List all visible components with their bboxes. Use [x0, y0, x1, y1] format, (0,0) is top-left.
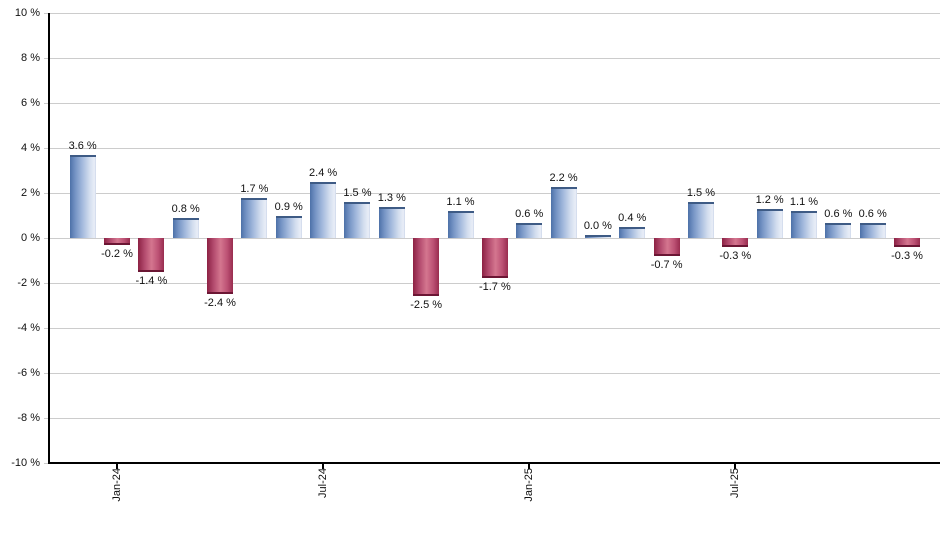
bar-jun-24 — [275, 215, 302, 238]
gridline--6% — [44, 373, 940, 374]
x-axis-tick — [528, 464, 531, 469]
y-axis-label: 6 % — [21, 97, 40, 109]
bar-value-label-oct-25: 0.6 % — [824, 207, 853, 220]
gridline-10% — [44, 13, 940, 14]
gridline-8% — [44, 58, 940, 59]
y-axis-line — [48, 13, 50, 464]
bar-may-24 — [241, 197, 268, 238]
bar-apr-25 — [619, 227, 646, 238]
gridline--4% — [44, 328, 940, 329]
bar-jul-24 — [310, 182, 337, 238]
bar-value-label-nov-25: 0.6 % — [858, 207, 887, 220]
bar-value-label-mar-25: 0.0 % — [583, 220, 612, 232]
gridline--2% — [44, 283, 940, 284]
x-axis-label: Jul-25 — [729, 468, 742, 498]
gridline-6% — [44, 103, 940, 104]
bar-oct-25 — [825, 222, 852, 238]
x-axis-tick — [734, 464, 737, 469]
bar-value-label-jan-25: 0.6 % — [515, 207, 544, 220]
bar-dec-25 — [894, 238, 921, 247]
bar-value-label-jul-24: 2.4 % — [309, 167, 338, 179]
bar-aug-25 — [756, 209, 783, 238]
bar-value-label-dec-25: -0.3 % — [891, 249, 923, 262]
bar-value-label-feb-24: -1.4 % — [135, 274, 168, 287]
x-axis-label: Jan-24 — [111, 468, 123, 502]
y-axis-label: -4 % — [17, 322, 40, 334]
bar-value-label-aug-25: 1.2 % — [755, 194, 784, 206]
bar-value-label-dec-24: -1.7 % — [478, 281, 511, 294]
bar-apr-24 — [207, 238, 234, 294]
bar-dec-24 — [481, 238, 508, 279]
gridline-4% — [44, 148, 940, 149]
bar-sep-25 — [791, 211, 817, 238]
bar-value-label-sep-25: 1.1 % — [789, 196, 819, 209]
bar-value-label-jun-24: 0.9 % — [274, 200, 303, 213]
bar-sep-24 — [378, 206, 405, 238]
y-axis-label: 0 % — [21, 232, 40, 244]
x-axis-label: Jan-25 — [523, 468, 536, 502]
x-axis-label: Jul-24 — [317, 468, 330, 498]
y-axis-label: 2 % — [21, 187, 40, 199]
x-axis-line — [48, 462, 940, 464]
bar-mar-24 — [172, 218, 199, 238]
bar-jul-25 — [722, 238, 749, 247]
bar-jun-25 — [687, 202, 714, 238]
bar-value-label-jul-25: -0.3 % — [719, 249, 752, 262]
gridline-2% — [44, 193, 940, 194]
bar-nov-25 — [859, 222, 886, 238]
y-axis-label: 8 % — [21, 52, 40, 64]
bar-value-label-apr-24: -2.4 % — [204, 297, 236, 309]
y-axis-label: 4 % — [21, 142, 40, 154]
bar-value-label-feb-25: 2.2 % — [549, 171, 578, 184]
bar-mar-25 — [584, 235, 611, 238]
x-axis-tick — [322, 464, 325, 469]
y-axis-label: 10 % — [14, 7, 40, 19]
bar-value-label-mar-24: 0.8 % — [171, 203, 200, 215]
bar-value-label-may-25: -0.7 % — [650, 258, 683, 271]
bar-value-label-jun-25: 1.5 % — [686, 187, 715, 200]
bar-value-label-oct-24: -2.5 % — [410, 299, 443, 312]
bar-aug-24 — [344, 202, 371, 238]
y-axis-label: -8 % — [17, 412, 40, 424]
bar-nov-24 — [447, 211, 474, 238]
bar-may-25 — [653, 238, 680, 256]
bar-oct-24 — [413, 238, 440, 297]
bar-value-label-jan-24: -0.2 % — [101, 247, 133, 260]
bar-value-label-nov-24: 1.1 % — [446, 196, 475, 209]
bar-feb-24 — [138, 238, 165, 272]
bar-value-label-aug-24: 1.5 % — [343, 187, 372, 200]
bar-value-label-may-24: 1.7 % — [240, 182, 269, 195]
bar-feb-25 — [550, 186, 577, 238]
y-axis-label: -6 % — [17, 367, 40, 379]
bar-value-label-apr-25: 0.4 % — [618, 212, 647, 224]
y-axis-label: -10 % — [11, 457, 40, 469]
x-axis-tick — [116, 464, 118, 469]
bar-value-label-dec-23: 3.6 % — [68, 140, 97, 152]
gridline--8% — [44, 418, 940, 419]
bar-jan-25 — [516, 222, 543, 238]
y-axis-label: -2 % — [17, 277, 40, 289]
bar-dec-23 — [69, 155, 96, 238]
bar-jan-24 — [104, 238, 130, 245]
bar-value-label-sep-24: 1.3 % — [377, 191, 406, 204]
